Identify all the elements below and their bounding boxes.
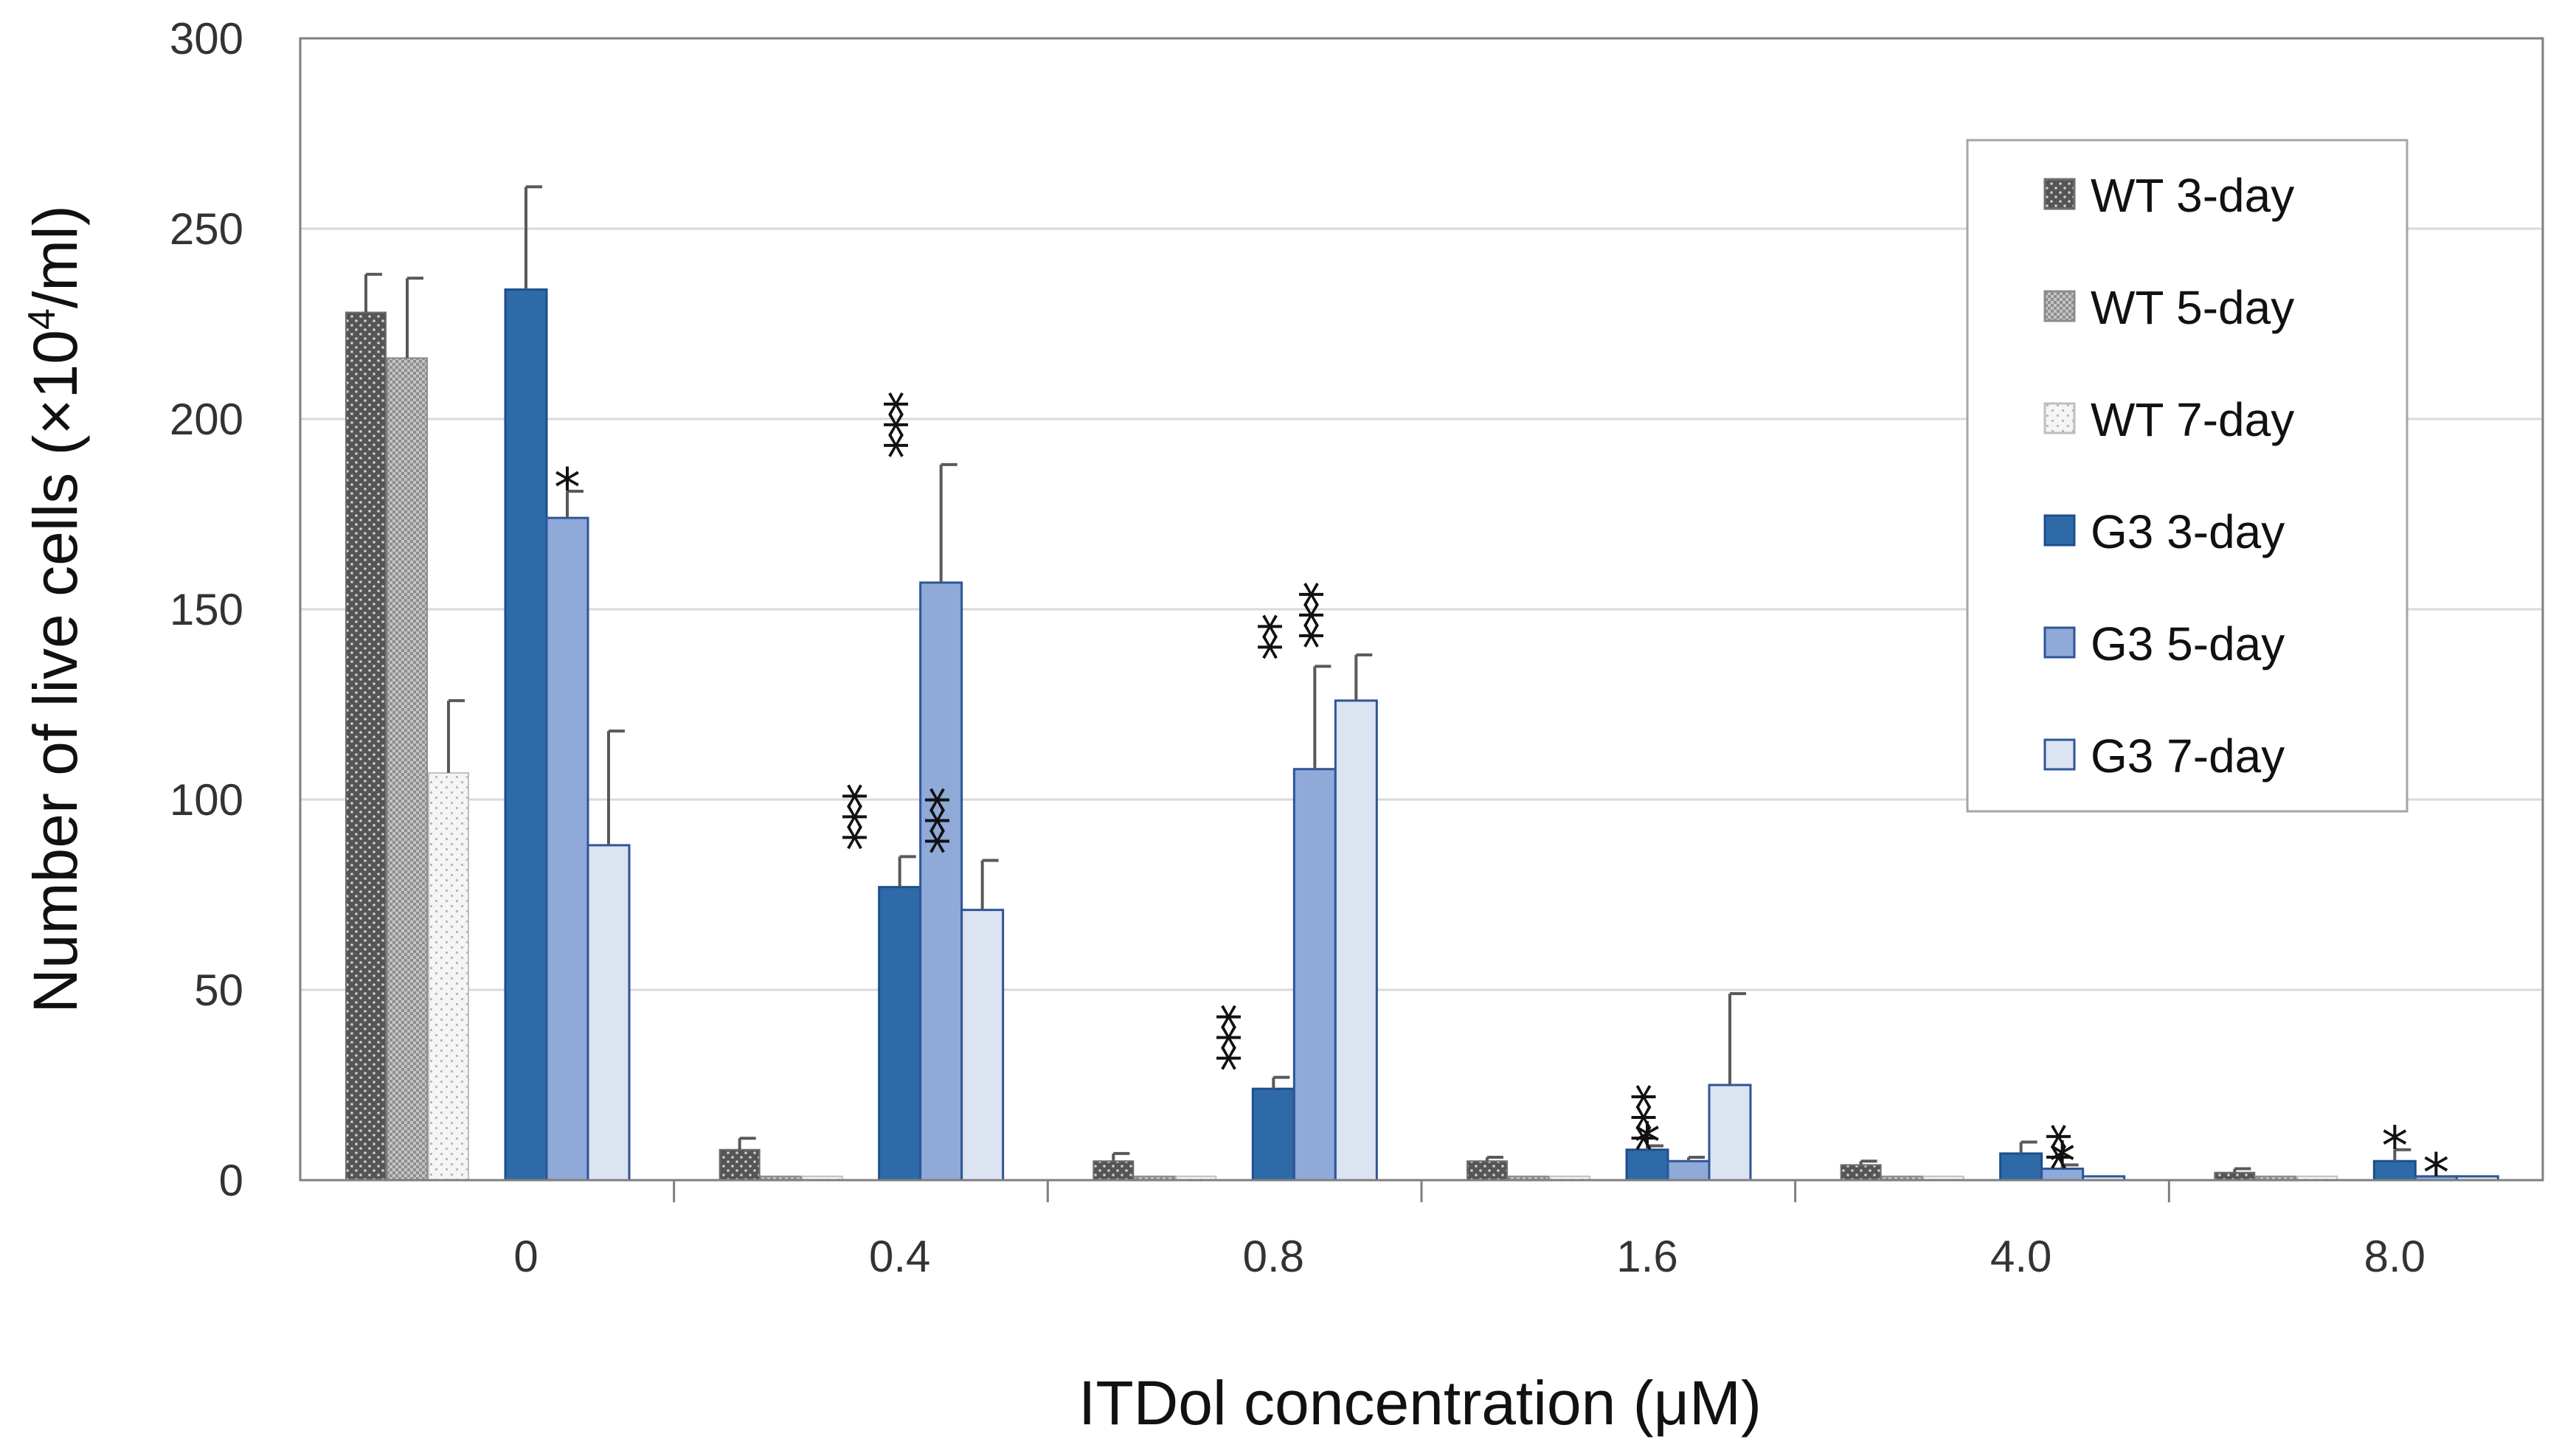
significance-star: * [2381, 1115, 2408, 1177]
legend-label: G3 3-day [2091, 505, 2285, 558]
bar-wt3 [345, 311, 387, 1181]
y-tick-label: 50 [194, 966, 243, 1015]
significance-star: * [554, 457, 581, 519]
bar-g3c [586, 844, 631, 1182]
bar-wt3 [1092, 1160, 1135, 1181]
significance-star: * [2049, 1130, 2076, 1192]
bar-wt3 [718, 1148, 761, 1181]
bar-wt3 [1467, 1160, 1508, 1181]
significance-stars: ** [2037, 1125, 2099, 1171]
legend-swatch-g3a [2043, 514, 2076, 547]
bar-g3b [1292, 768, 1337, 1182]
y-tick-label: 200 [170, 395, 243, 444]
legend-label: WT 7-day [2091, 393, 2294, 446]
bar-g3c [1334, 699, 1378, 1182]
y-axis-title-superscript: 4 [21, 308, 63, 330]
legend-label: G3 7-day [2091, 729, 2285, 783]
bar-g3a [1999, 1152, 2043, 1182]
x-tick-label: 0.4 [869, 1232, 930, 1281]
bar-g3a [1251, 1087, 1295, 1182]
significance-stars: *** [874, 392, 936, 459]
x-axis: 0 0.4 0.8 1.6 4.0 8.0 [300, 1179, 2543, 1281]
legend-frame [1966, 139, 2409, 813]
bar-wt7 [428, 772, 469, 1181]
significance-stars: *** [1206, 1005, 1268, 1072]
y-tick-label: 100 [170, 775, 243, 825]
bar-g3a [1625, 1148, 1669, 1182]
bar-g3b [545, 516, 589, 1182]
y-axis-title-main: Number of live cells (×10 [21, 330, 90, 1013]
significance-stars: *** [1621, 1085, 1683, 1151]
y-tick-label: 0 [219, 1156, 243, 1205]
significance-stars: *** [833, 784, 895, 850]
legend-swatch-g3c [2043, 738, 2076, 771]
legend-swatch-wt5 [2043, 290, 2076, 322]
y-tick-label: 300 [170, 14, 243, 63]
y-axis: 0 50 100 150 200 250 300 [170, 14, 243, 1205]
x-tick-label: 8.0 [2364, 1232, 2425, 1281]
legend-label: WT 5-day [2091, 281, 2294, 334]
y-tick-label: 250 [170, 204, 243, 254]
bar-g3b [919, 581, 963, 1182]
significance-markers: ************************* * * [554, 392, 2449, 1204]
x-axis-title: ITDol concentration (μM) [1078, 1368, 1762, 1438]
legend-swatch-wt7 [2043, 402, 2076, 434]
x-tick-label: 0.8 [1243, 1232, 1304, 1281]
significance-stars: *** [1289, 583, 1351, 649]
y-tick-label: 150 [170, 585, 243, 634]
legend-label: WT 3-day [2091, 169, 2294, 222]
bar-g3a [878, 886, 922, 1182]
bar-wt3 [2214, 1171, 2256, 1182]
x-tick-label: 0 [513, 1232, 538, 1281]
bar-wt5 [387, 357, 428, 1182]
bar-g3a [504, 288, 548, 1182]
y-axis-title: Number of live cells (×104/ml) [21, 205, 90, 1013]
error-bar-group [364, 185, 2411, 1173]
legend-label: G3 5-day [2091, 617, 2285, 670]
bar-wt3 [1840, 1164, 1882, 1181]
significance-stars: ** [1247, 614, 1309, 660]
significance-star: * [1634, 1112, 1661, 1174]
bar-g3c [1708, 1084, 1752, 1182]
x-tick-label: 1.6 [1616, 1232, 1677, 1281]
y-axis-title-tail: /ml) [21, 205, 90, 308]
legend-swatch-g3b [2043, 626, 2076, 659]
bar-g3c [960, 909, 1005, 1182]
legend-swatch-wt3 [2043, 178, 2076, 210]
legend: WT 3-day WT 5-day WT 7-day G3 3-day G3 5-day… [1966, 139, 2409, 813]
x-tick-label: 4.0 [1990, 1232, 2051, 1281]
bar-series-group [345, 288, 2499, 1182]
bar-g3b [1666, 1159, 1711, 1182]
significance-stars: *** [915, 788, 977, 855]
significance-star: * [2423, 1142, 2449, 1204]
